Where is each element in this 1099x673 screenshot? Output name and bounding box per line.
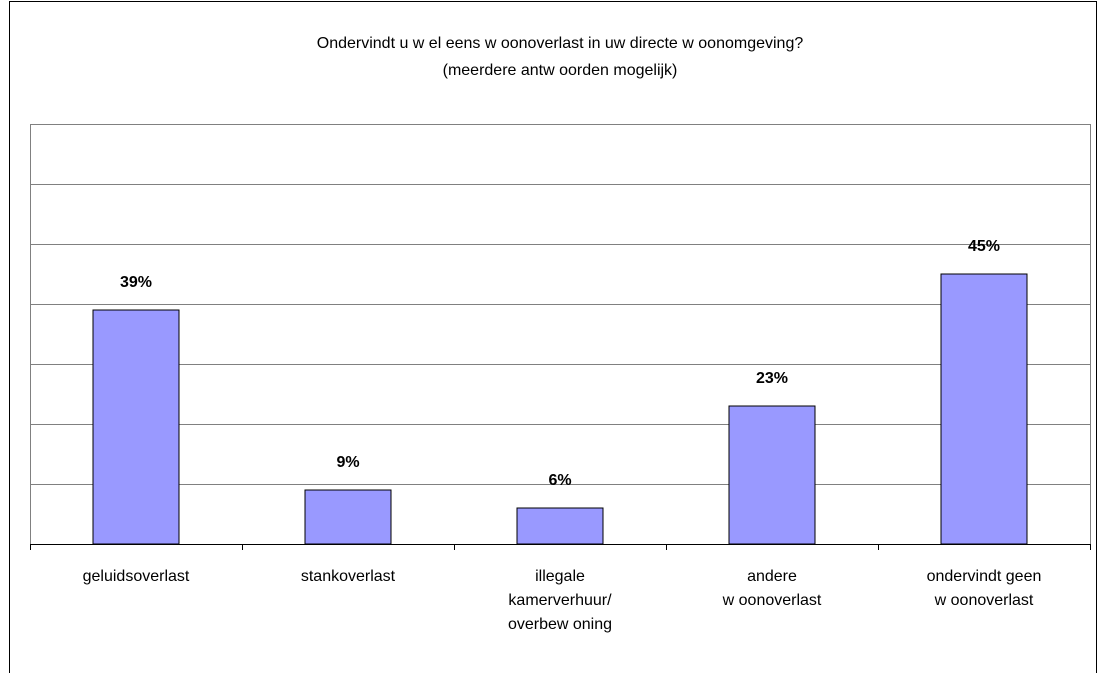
bar bbox=[728, 405, 816, 545]
x-tick-label-line: stankoverlast bbox=[301, 568, 396, 585]
bar bbox=[516, 507, 604, 545]
bar bbox=[92, 309, 180, 545]
x-tick-label: geluidsoverlast bbox=[83, 568, 190, 585]
x-tick-label-line: illegale bbox=[535, 568, 585, 585]
chart-frame bbox=[9, 1, 1097, 673]
data-label: 39% bbox=[120, 274, 152, 291]
bar bbox=[304, 489, 392, 545]
x-tick-label: andere w oonoverlast bbox=[722, 568, 822, 609]
x-tick-label-line: overbew oning bbox=[508, 616, 612, 633]
x-tick-label-line: w oonoverlast bbox=[934, 592, 1034, 609]
bar bbox=[940, 273, 1028, 545]
x-tick-label-line: kamerverhuur/ bbox=[508, 592, 612, 609]
x-tick-label-line: andere bbox=[747, 568, 797, 585]
x-tick-label-line: ondervindt geen bbox=[927, 568, 1042, 585]
data-label: 45% bbox=[968, 238, 1000, 255]
data-label: 23% bbox=[756, 370, 788, 387]
x-tick-label-line: w oonoverlast bbox=[722, 592, 822, 609]
chart-title: Ondervindt u w el eens w oonoverlast in … bbox=[317, 35, 804, 52]
x-tick-label: illegale kamerverhuur/overbew oning bbox=[508, 568, 612, 633]
chart-subtitle: (meerdere antw oorden mogelijk) bbox=[443, 62, 678, 79]
data-label: 9% bbox=[336, 454, 359, 471]
data-label: 6% bbox=[548, 472, 571, 489]
x-tick-label-line: geluidsoverlast bbox=[83, 568, 190, 585]
x-tick-label: stankoverlast bbox=[301, 568, 396, 585]
x-tick-label: ondervindt geen w oonoverlast bbox=[927, 568, 1042, 609]
